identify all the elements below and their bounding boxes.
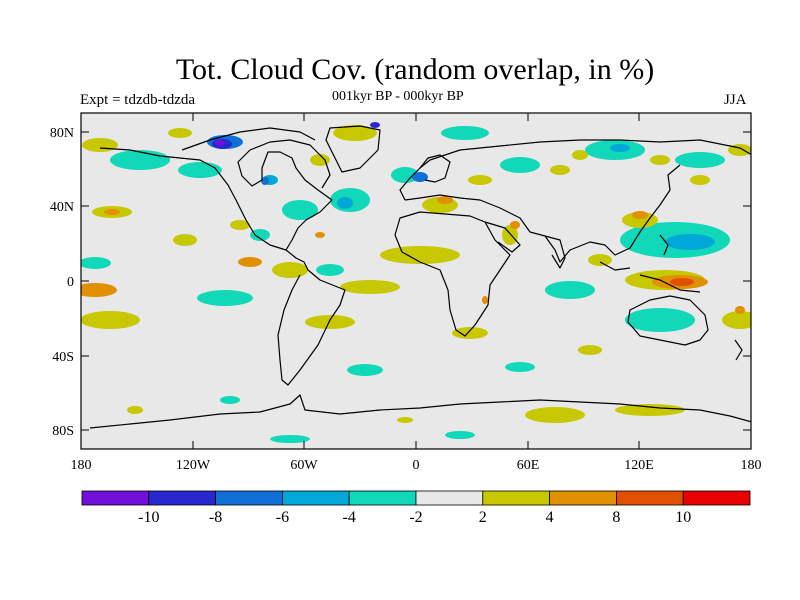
lat-label-40s: 40S (52, 350, 74, 365)
lon-label-60e: 60E (517, 458, 540, 473)
colorbar-swatch (682, 490, 751, 506)
colorbar: -10 -8 -6 -4 -2 2 4 8 10 (81, 490, 751, 526)
coastlines (89, 125, 751, 429)
lat-label-80s: 80S (52, 424, 74, 439)
colorbar-label: -10 (138, 509, 159, 526)
colorbar-swatch (348, 490, 417, 506)
lon-label-120w: 120W (176, 458, 211, 473)
colorbar-label: -4 (343, 509, 356, 526)
colorbar-label: 2 (479, 509, 487, 526)
colorbar-swatch (281, 490, 350, 506)
colorbar-swatch (148, 490, 217, 506)
colorbar-label: 8 (612, 509, 620, 526)
colorbar-swatch (415, 490, 484, 506)
period-label: 001kyr BP - 000kyr BP (332, 89, 464, 104)
colorbar-swatch (215, 490, 283, 506)
colorbar-swatch (549, 490, 617, 506)
lon-label-0: 0 (413, 458, 420, 473)
lat-label-0: 0 (67, 275, 74, 290)
colorbar-swatch (482, 490, 550, 506)
lat-tick-marks (81, 113, 751, 449)
season-label: JJA (724, 92, 747, 108)
lon-label-120e: 120E (624, 458, 654, 473)
colorbar-label: -2 (409, 509, 422, 526)
map-title: Tot. Cloud Cov. (random overlap, in %) (175, 53, 655, 86)
colorbar-label: 4 (546, 509, 554, 526)
colorbar-swatch (616, 490, 684, 506)
colorbar-label: -8 (209, 509, 222, 526)
colorbar-label: -6 (276, 509, 289, 526)
colorbar-label: 10 (675, 509, 691, 526)
lon-label-180e: 180 (741, 458, 762, 473)
lat-label-80n: 80N (50, 126, 74, 141)
anomaly-patches (81, 122, 751, 443)
colorbar-swatch (81, 490, 150, 506)
lon-label-60w: 60W (290, 458, 318, 473)
lon-label-180w: 180 (71, 458, 92, 473)
experiment-label: Expt = tdzdb-tdzda (80, 92, 196, 108)
lat-label-40n: 40N (50, 200, 74, 215)
